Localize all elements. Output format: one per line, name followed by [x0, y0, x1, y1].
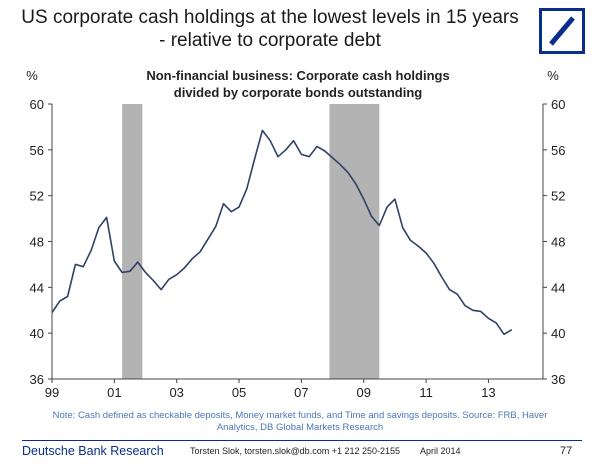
left-y-tick-label: 40 — [30, 326, 44, 341]
footer-date: April 2014 — [420, 446, 461, 456]
left-y-tick-label: 56 — [30, 143, 44, 158]
footer-author: Torsten Slok, torsten.slok@db.com +1 212… — [190, 446, 401, 456]
chart-title-line2: divided by corporate bonds outstanding — [174, 85, 423, 100]
source-note-line1: Note: Cash defined as checkable deposits… — [52, 410, 548, 421]
right-y-tick-label: 52 — [551, 189, 565, 204]
deutsche-bank-slash-icon — [549, 16, 575, 46]
source-note-line2: Analytics, DB Global Markets Research — [216, 422, 384, 433]
deutsche-bank-logo — [539, 8, 585, 54]
right-y-tick-label: 40 — [551, 326, 565, 341]
left-y-tick-label: 36 — [30, 372, 44, 387]
left-y-tick-label: 48 — [30, 235, 44, 250]
x-tick-label: 11 — [419, 385, 433, 400]
page-title-line1: US corporate cash holdings at the lowest… — [21, 7, 519, 28]
right-axis-unit: % — [547, 68, 559, 83]
left-y-tick-label: 44 — [30, 280, 44, 295]
cash-holdings-chart: 36 36 40 40 44 44 48 48 52 52 56 56 60 60 99 01 03 05 07 09… — [26, 68, 565, 400]
footer-divider — [22, 440, 582, 441]
left-y-tick-label: 52 — [30, 189, 44, 204]
x-tick-label: 05 — [232, 385, 246, 400]
cash-to-bonds-series-line — [51, 129, 513, 336]
source-note: Note: Cash defined as checkable deposits… — [40, 410, 560, 434]
right-y-tick-label: 60 — [551, 97, 565, 112]
recession-band — [329, 104, 380, 379]
x-tick-label: 13 — [481, 385, 495, 400]
footer-brand: Deutsche Bank Research — [22, 444, 164, 458]
x-tick-label: 01 — [107, 385, 121, 400]
right-y-tick-label: 56 — [551, 143, 565, 158]
page-title-line2: - relative to corporate debt — [159, 30, 381, 51]
left-axis-unit: % — [26, 68, 38, 83]
x-tick-label: 99 — [45, 385, 59, 400]
right-y-tick-label: 48 — [551, 235, 565, 250]
x-tick-label: 09 — [357, 385, 371, 400]
chart-title-line1: Non-financial business: Corporate cash h… — [146, 68, 449, 83]
page-number: 77 — [560, 445, 573, 457]
x-tick-label: 07 — [294, 385, 308, 400]
recession-band — [122, 104, 143, 379]
right-y-tick-label: 36 — [551, 372, 565, 387]
right-y-tick-label: 44 — [551, 280, 565, 295]
page-title: US corporate cash holdings at the lowest… — [20, 6, 520, 52]
left-y-tick-label: 60 — [30, 97, 44, 112]
x-tick-label: 03 — [169, 385, 183, 400]
